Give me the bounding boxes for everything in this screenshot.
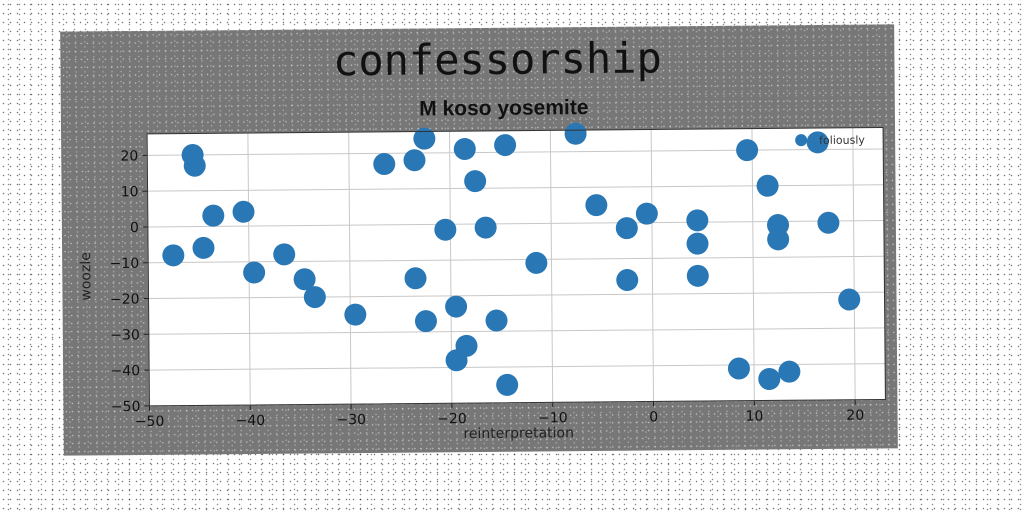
scatter-point bbox=[303, 286, 326, 309]
scatter-point bbox=[686, 209, 709, 232]
x-tick-label: −40 bbox=[236, 413, 266, 429]
scatter-point bbox=[817, 211, 840, 234]
legend: foliously bbox=[795, 134, 865, 147]
scatter-point bbox=[464, 170, 487, 193]
plot-frame bbox=[146, 126, 886, 407]
scatter-point bbox=[485, 309, 508, 332]
scatter-point bbox=[686, 232, 709, 255]
scatter-point bbox=[686, 264, 709, 287]
y-tick-label: −50 bbox=[111, 399, 141, 415]
legend-label: foliously bbox=[819, 134, 865, 147]
y-tick-label: −30 bbox=[110, 327, 140, 343]
chart-figure: confessorship M koso yosemite −50 −40 −30−… bbox=[60, 24, 898, 456]
y-gridline bbox=[149, 363, 886, 371]
y-axis-label: woozle bbox=[78, 252, 94, 301]
y-gridline bbox=[148, 327, 885, 335]
scatter-point bbox=[162, 244, 185, 267]
scatter-point bbox=[403, 149, 426, 172]
plot-area bbox=[147, 127, 886, 406]
x-gridline bbox=[348, 132, 352, 405]
y-tick-label: 0 bbox=[130, 220, 139, 236]
scatter-point bbox=[453, 138, 476, 161]
scatter-point bbox=[232, 200, 255, 223]
y-gridline bbox=[148, 291, 885, 300]
scatter-point bbox=[756, 174, 779, 197]
x-gridline bbox=[751, 128, 755, 401]
scatter-chart: confessorship M koso yosemite −50 −40 −30−… bbox=[78, 33, 886, 442]
x-tick-label: 10 bbox=[745, 409, 763, 425]
x-gridline bbox=[549, 130, 554, 403]
scatter-point bbox=[496, 373, 519, 396]
y-tick-label: −10 bbox=[110, 256, 140, 272]
scatter-point bbox=[273, 243, 296, 266]
x-gridline bbox=[852, 127, 856, 400]
y-tick-label: −20 bbox=[110, 292, 140, 308]
x-tick-label: 20 bbox=[846, 408, 864, 424]
scatter-point bbox=[736, 139, 759, 162]
chart-title: confessorship bbox=[333, 33, 662, 85]
scatter-point bbox=[192, 236, 215, 259]
x-tick-label: −30 bbox=[336, 412, 366, 428]
scatter-point bbox=[525, 251, 548, 274]
y-gridline bbox=[147, 148, 884, 156]
scatter-point bbox=[404, 267, 427, 290]
scatter-point bbox=[373, 153, 396, 176]
y-tick-label: −40 bbox=[111, 363, 141, 379]
legend-marker bbox=[795, 134, 808, 147]
x-tick-label: 0 bbox=[649, 409, 658, 425]
data-points bbox=[162, 122, 861, 396]
scatter-point bbox=[767, 228, 790, 251]
x-tick-label: −10 bbox=[538, 410, 568, 426]
scatter-point bbox=[202, 204, 225, 227]
scatter-point bbox=[806, 131, 829, 154]
scatter-point bbox=[445, 349, 468, 372]
scatter-point bbox=[615, 217, 638, 240]
scatter-point bbox=[838, 288, 861, 311]
x-tick-label: −50 bbox=[135, 414, 165, 430]
x-tick-label: −20 bbox=[437, 411, 467, 427]
scatter-point bbox=[293, 268, 316, 291]
scatter-point bbox=[243, 261, 266, 284]
scatter-point bbox=[758, 367, 781, 390]
y-gridline bbox=[147, 220, 884, 228]
scatter-point bbox=[445, 295, 468, 318]
scatter-point bbox=[727, 357, 750, 380]
scatter-point bbox=[414, 310, 437, 333]
y-tick-label: 20 bbox=[120, 148, 138, 164]
y-gridline bbox=[148, 255, 885, 264]
scatter-point bbox=[434, 218, 457, 241]
scatter-point bbox=[183, 154, 206, 177]
scatter-point bbox=[413, 127, 436, 150]
scatter-point bbox=[564, 122, 587, 145]
scatter-point bbox=[494, 134, 517, 157]
y-tick-label: 10 bbox=[121, 184, 139, 200]
scatter-point bbox=[474, 216, 497, 239]
chart-subtitle: M koso yosemite bbox=[419, 96, 588, 120]
scatter-point bbox=[635, 202, 658, 225]
scatter-point bbox=[616, 269, 639, 292]
axis-ticks: −50 −40 −30 −20 −10 0 10 20 20 10 0 −10 −20 −30 −40 −50 bbox=[110, 148, 865, 430]
scatter-point bbox=[585, 194, 608, 217]
x-axis-label: reinterpretation bbox=[463, 425, 574, 442]
scatter-point bbox=[344, 303, 367, 326]
scatter-point bbox=[778, 360, 801, 383]
x-gridline bbox=[650, 129, 655, 402]
